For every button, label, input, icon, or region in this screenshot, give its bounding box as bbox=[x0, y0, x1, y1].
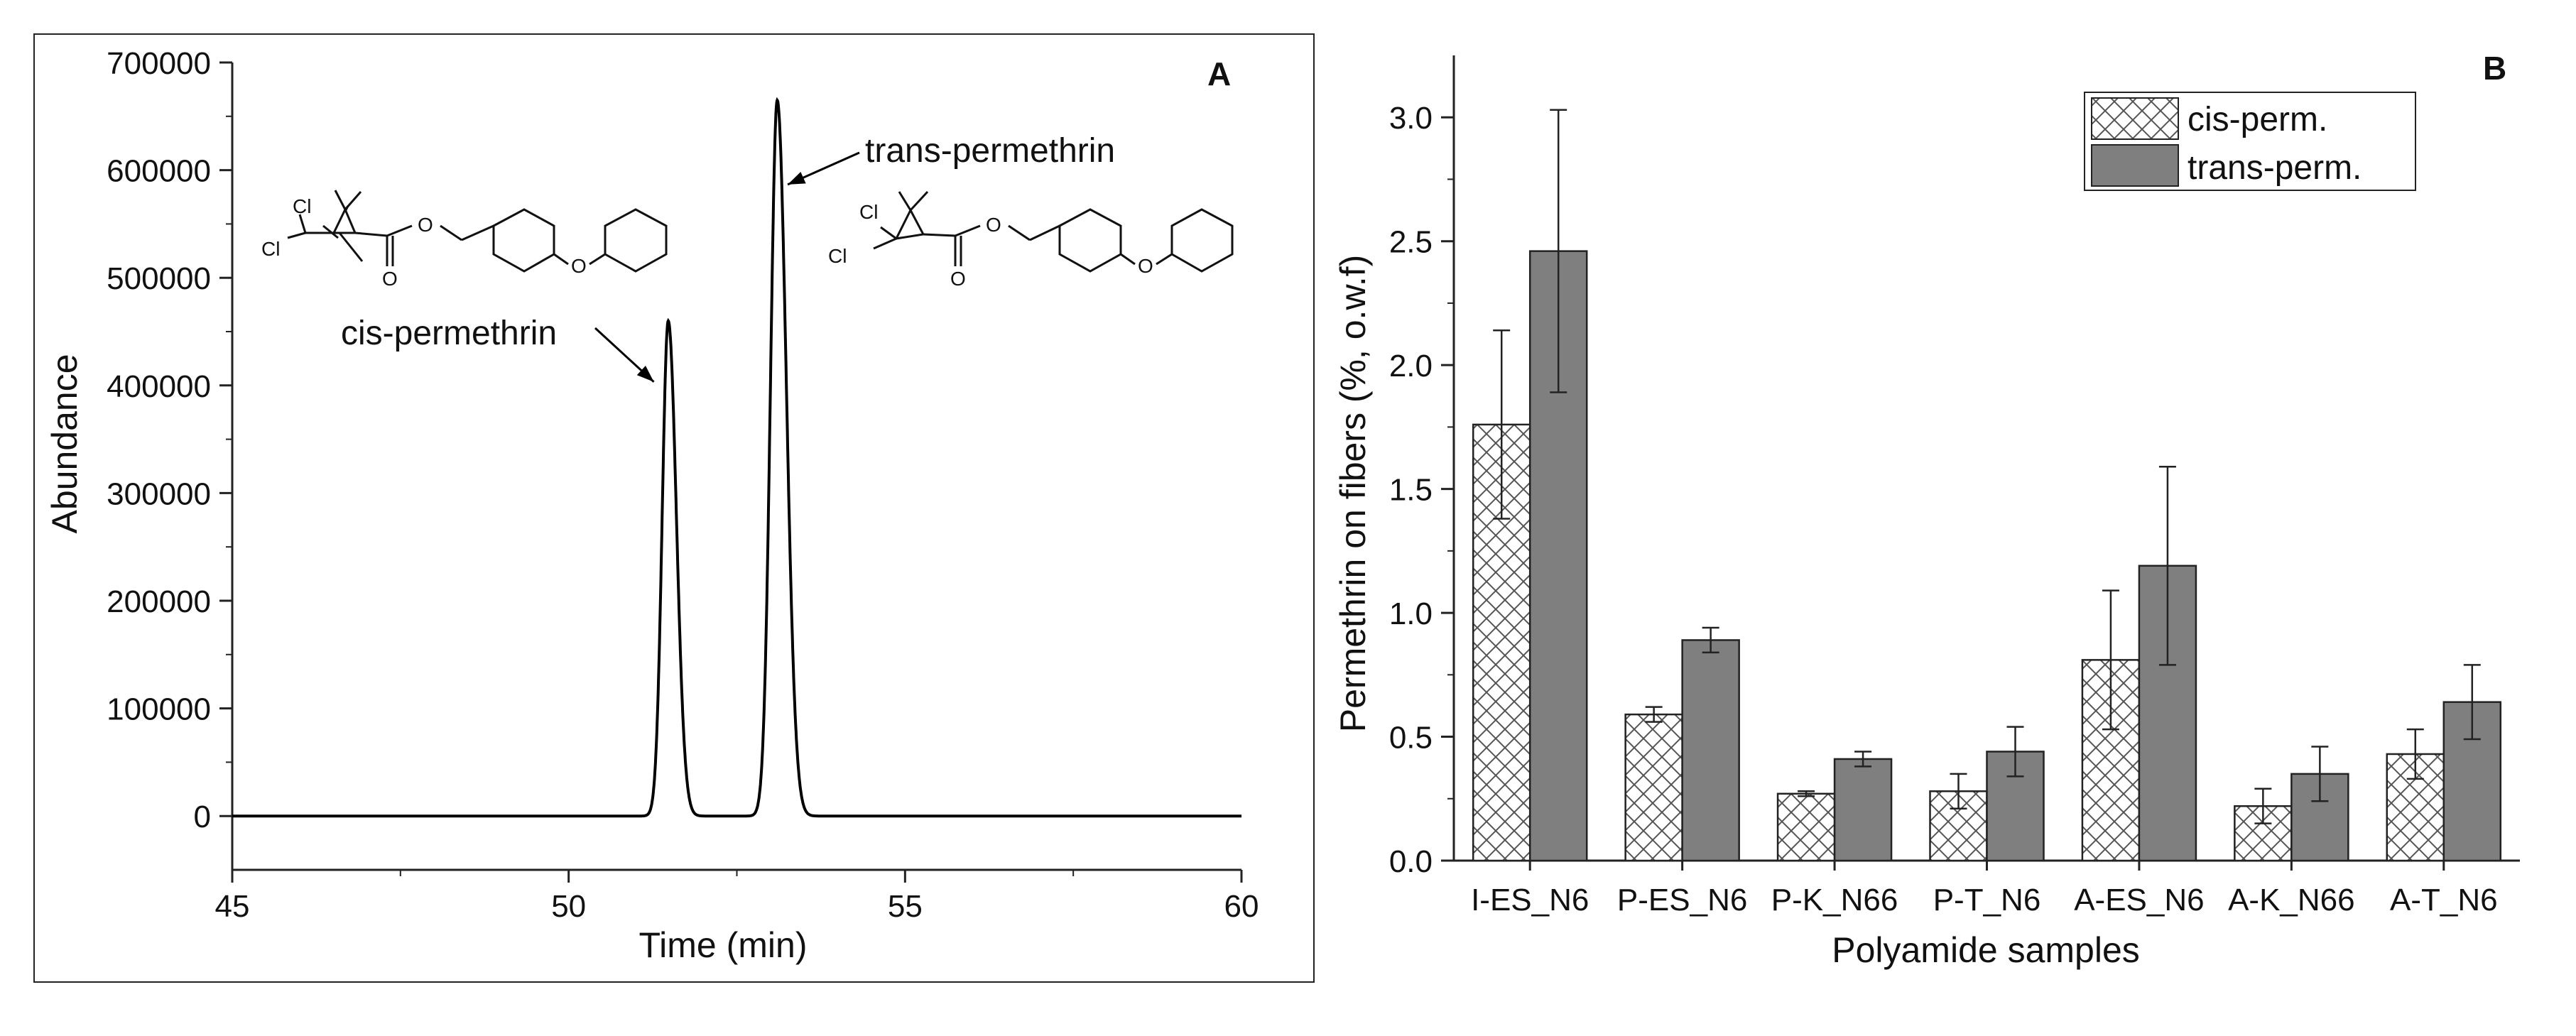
svg-text:Cl: Cl bbox=[828, 245, 847, 267]
legend-label-trans: trans-perm. bbox=[2188, 149, 2362, 187]
a-y-tick-label: 0 bbox=[194, 800, 211, 834]
panel-b-axes: 0.0 0.5 1.0 1.5 2.0 2.5 3.0 I-ES_N6 P-ES_N6 P-K_N… bbox=[1389, 55, 2520, 917]
b-y-tick-label: 1.5 bbox=[1389, 473, 1433, 508]
trans-permethrin-arrow-head bbox=[788, 171, 806, 185]
svg-text:O: O bbox=[571, 255, 587, 277]
svg-text:Cl: Cl bbox=[261, 238, 280, 260]
b-x-tick-label: A-ES_N6 bbox=[2074, 883, 2204, 917]
a-y-tick-label: 700000 bbox=[107, 46, 211, 81]
b-x-tick-label: A-T_N6 bbox=[2390, 883, 2498, 917]
trans-permethrin-structure bbox=[873, 190, 1234, 273]
trans-permethrin-structure-labels: Cl Cl O O O bbox=[828, 201, 1153, 290]
svg-text:O: O bbox=[382, 268, 398, 290]
b-y-tick-label: 0.0 bbox=[1389, 844, 1433, 879]
cis-permethrin-structure bbox=[287, 190, 668, 273]
chart-panel-a: A 0 100000 200000 300000 400000 500000 600000 7… bbox=[33, 33, 1315, 983]
b-x-tick-label: P-K_N66 bbox=[1771, 883, 1898, 917]
annotation-arrows bbox=[594, 151, 860, 383]
b-x-tick-label: P-T_N6 bbox=[1933, 883, 2041, 917]
b-x-tick-label: I-ES_N6 bbox=[1471, 883, 1589, 917]
a-y-tick-label: 300000 bbox=[107, 476, 211, 511]
a-y-tick-label: 500000 bbox=[107, 261, 211, 296]
legend-swatch-cis bbox=[2091, 97, 2179, 140]
cis-perm-bar bbox=[1776, 792, 1836, 862]
legend: cis-perm. trans-perm. bbox=[2084, 92, 2416, 191]
a-x-tick-label: 45 bbox=[215, 889, 250, 924]
a-y-tick-label: 100000 bbox=[107, 692, 211, 727]
chromatogram-series bbox=[232, 97, 1241, 818]
b-x-tick-label: A-K_N66 bbox=[2228, 883, 2355, 917]
svg-text:O: O bbox=[986, 214, 1001, 236]
a-y-tick-label: 200000 bbox=[107, 584, 211, 619]
cis-permethrin-arrow-head bbox=[636, 365, 654, 382]
a-x-tick-label: 50 bbox=[551, 889, 586, 924]
b-y-tick-label: 2.5 bbox=[1389, 225, 1433, 260]
chromatogram-line bbox=[232, 97, 1241, 818]
panel-b-x-label: Polyamide samples bbox=[1832, 930, 2140, 970]
panel-b-y-label: Permethrin on fibers (%, o.w.f) bbox=[1333, 255, 1373, 732]
panel-a-axes: 0 100000 200000 300000 400000 500000 600000 700… bbox=[107, 46, 1259, 924]
panel-a-y-label: Abundance bbox=[45, 354, 85, 533]
trans-perm-bar bbox=[1833, 758, 1893, 862]
b-y-tick-label: 2.0 bbox=[1389, 349, 1433, 383]
cis-permethrin-annotation: cis-permethrin bbox=[341, 315, 557, 352]
cis-perm-bar bbox=[1624, 713, 1683, 862]
svg-text:Cl: Cl bbox=[293, 195, 311, 217]
trans-permethrin-annotation: trans-permethrin bbox=[865, 132, 1115, 170]
svg-text:O: O bbox=[950, 268, 966, 290]
a-y-tick-label: 400000 bbox=[107, 369, 211, 404]
panel-a-frame bbox=[33, 33, 1315, 983]
panel-a-label: A bbox=[1207, 55, 1231, 92]
a-y-tick-label: 600000 bbox=[107, 154, 211, 189]
b-y-tick-label: 0.5 bbox=[1389, 721, 1433, 756]
b-y-tick-label: 1.0 bbox=[1389, 596, 1433, 631]
legend-swatch-trans bbox=[2091, 144, 2179, 187]
cis-permethrin-structure-labels: Cl Cl O O O bbox=[261, 195, 587, 290]
panel-a-x-label: Time (min) bbox=[638, 925, 807, 965]
trans-perm-bar bbox=[1681, 639, 1740, 862]
chart-panel-b: B 0.0 0.5 1.0 1.5 2.0 2.5 3.0 I-ES_N6 P-ES_N6 P-K… bbox=[1333, 50, 2520, 970]
svg-text:O: O bbox=[1138, 255, 1153, 277]
a-x-tick-label: 55 bbox=[888, 889, 923, 924]
legend-label-cis: cis-perm. bbox=[2188, 101, 2327, 138]
panel-b-bars bbox=[1472, 109, 2502, 862]
b-x-tick-label: P-ES_N6 bbox=[1617, 883, 1747, 917]
panel-b-label: B bbox=[2483, 50, 2506, 87]
a-x-tick-label: 60 bbox=[1224, 889, 1259, 924]
svg-text:Cl: Cl bbox=[859, 201, 878, 223]
b-y-tick-label: 3.0 bbox=[1389, 101, 1433, 136]
svg-text:O: O bbox=[418, 214, 433, 236]
